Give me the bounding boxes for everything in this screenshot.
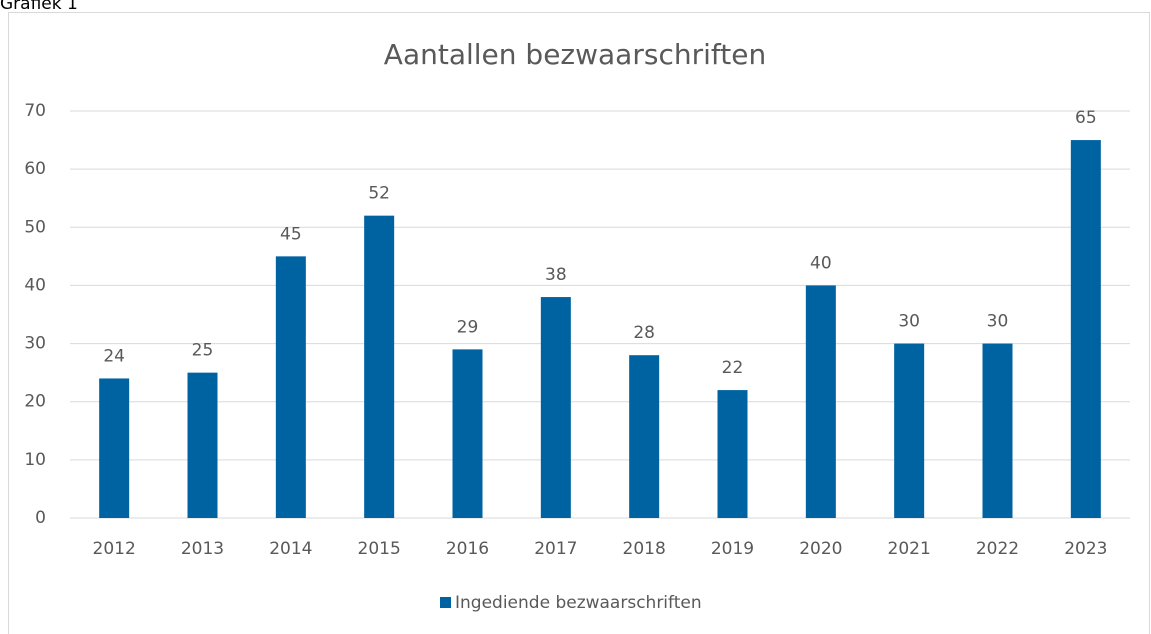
y-tick-label: 60 (24, 159, 46, 179)
bar (894, 343, 925, 518)
heading: Grafiek 1 (0, 0, 78, 14)
x-tick-label: 2020 (799, 539, 842, 559)
bar (540, 297, 571, 518)
bar (452, 349, 483, 518)
bar (275, 256, 306, 518)
chart-title: Aantallen bezwaarschriften (384, 38, 766, 71)
data-label: 22 (722, 358, 744, 378)
data-label: 52 (368, 184, 390, 204)
data-label: 45 (280, 224, 302, 244)
data-label: 30 (987, 312, 1009, 332)
bar (982, 343, 1013, 518)
bar (805, 285, 836, 518)
y-tick-label: 10 (24, 450, 46, 470)
x-tick-label: 2016 (446, 539, 489, 559)
x-tick-label: 2023 (1064, 539, 1107, 559)
x-tick-label: 2013 (181, 539, 224, 559)
x-tick-label: 2018 (623, 539, 666, 559)
x-tick-label: 2015 (358, 539, 401, 559)
x-tick-label: 2014 (269, 539, 312, 559)
data-label: 30 (898, 312, 920, 332)
x-tick-label: 2022 (976, 539, 1019, 559)
bar (364, 215, 395, 518)
y-tick-label: 0 (35, 508, 46, 528)
data-label: 29 (457, 317, 479, 337)
y-tick-label: 70 (24, 101, 46, 121)
legend-label: Ingediende bezwaarschriften (455, 593, 702, 613)
y-tick-label: 30 (24, 334, 46, 354)
data-label: 65 (1075, 108, 1097, 128)
y-tick-label: 40 (24, 275, 46, 295)
legend-swatch (440, 597, 451, 608)
bar (1070, 140, 1101, 519)
x-tick-label: 2017 (534, 539, 577, 559)
bar (717, 390, 748, 518)
x-tick-label: 2012 (93, 539, 136, 559)
x-tick-label: 2019 (711, 539, 754, 559)
data-label: 40 (810, 253, 832, 273)
bar (99, 378, 130, 518)
chart-border (8, 12, 1150, 634)
data-label: 38 (545, 265, 567, 285)
bar (629, 355, 660, 518)
data-label: 28 (633, 323, 655, 343)
x-tick-label: 2021 (888, 539, 931, 559)
data-label: 25 (192, 341, 214, 361)
y-tick-label: 50 (24, 217, 46, 237)
data-label: 24 (103, 346, 125, 366)
bar (187, 372, 218, 518)
y-tick-label: 20 (24, 392, 46, 412)
